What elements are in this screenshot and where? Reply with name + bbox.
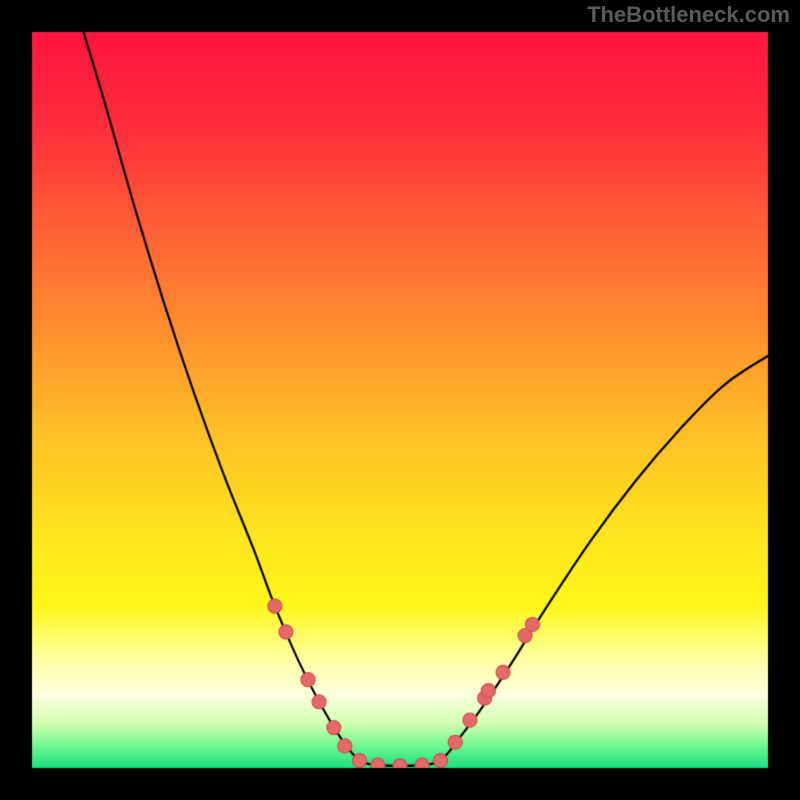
chart-container: TheBottleneck.com [0,0,800,800]
watermark-text: TheBottleneck.com [587,2,790,28]
bottleneck-curve-chart [0,0,800,800]
